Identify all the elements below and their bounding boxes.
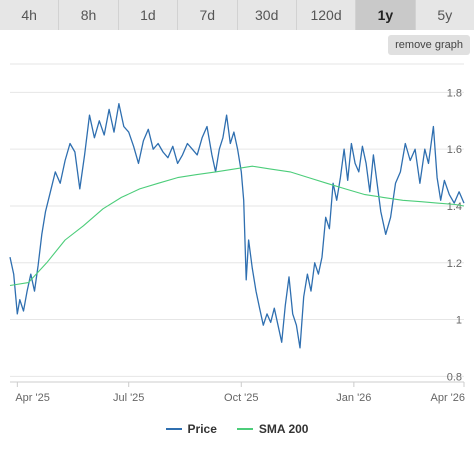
- legend-label-price: Price: [187, 422, 217, 436]
- tab-120d[interactable]: 120d: [296, 0, 357, 30]
- tab-8h[interactable]: 8h: [59, 0, 119, 30]
- legend-label-sma: SMA 200: [258, 422, 309, 436]
- tab-4h[interactable]: 4h: [0, 0, 60, 30]
- legend-item-price[interactable]: Price: [165, 422, 217, 436]
- series-line-price: [9, 103, 465, 349]
- tab-5y[interactable]: 5y: [415, 0, 474, 30]
- chart-legend: Price SMA 200: [0, 420, 474, 438]
- x-tick-label: Jul '25: [113, 392, 144, 404]
- time-range-tabs: 4h 8h 1d 7d 30d 120d 1y 5y: [0, 0, 474, 30]
- legend-item-sma[interactable]: SMA 200: [236, 422, 309, 436]
- tab-30d[interactable]: 30d: [237, 0, 297, 30]
- x-tick-label: Apr '26: [430, 392, 465, 404]
- legend-swatch-sma: [236, 428, 253, 430]
- x-tick-label: Oct '25: [224, 392, 259, 404]
- tab-1d[interactable]: 1d: [118, 0, 179, 30]
- y-tick-label: 0.8: [447, 371, 462, 383]
- tab-7d[interactable]: 7d: [178, 0, 238, 30]
- x-tick-label: Jan '26: [336, 392, 371, 404]
- legend-swatch-price: [165, 428, 182, 430]
- x-tick-label: Apr '25: [15, 392, 50, 404]
- y-tick-label: 1: [456, 315, 462, 327]
- y-tick-label: 1.6: [447, 144, 462, 156]
- y-tick-label: 1.2: [447, 258, 462, 270]
- series-line-sma200: [9, 165, 465, 287]
- y-tick-label: 1.8: [447, 87, 462, 99]
- tab-1y[interactable]: 1y: [356, 0, 416, 30]
- remove-graph-button[interactable]: remove graph: [388, 35, 470, 55]
